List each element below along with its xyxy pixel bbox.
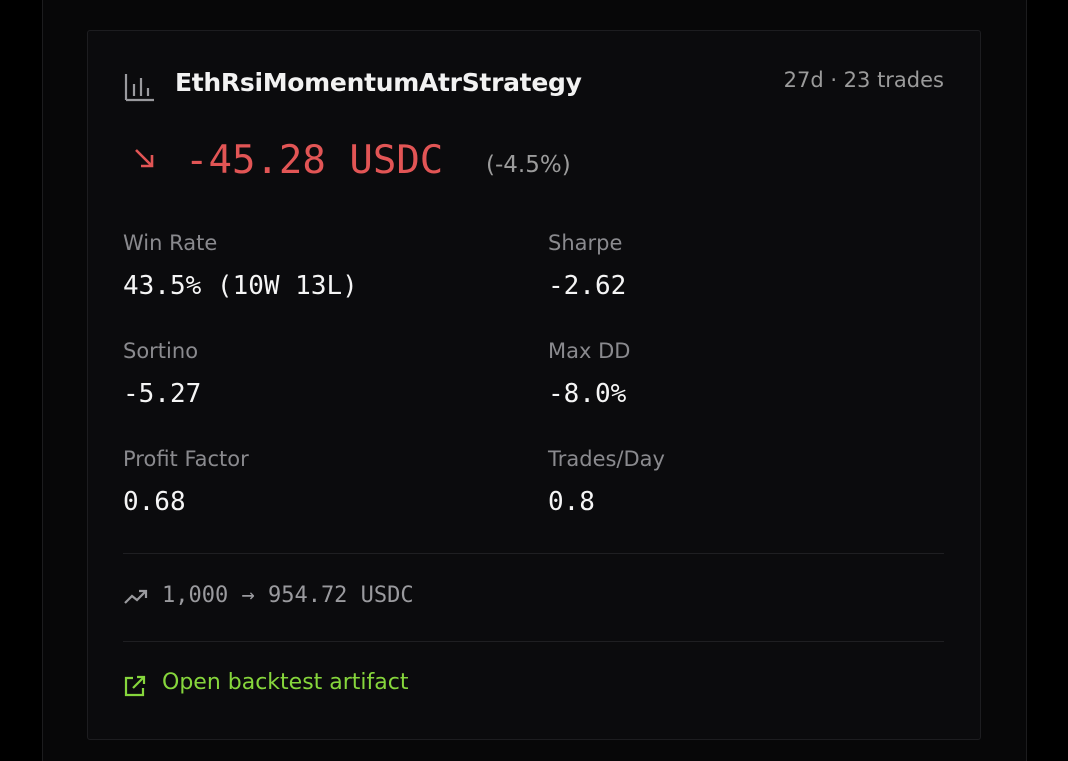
metric-label: Win Rate [123, 231, 218, 255]
metric-value: -2.62 [548, 271, 627, 301]
pnl-percent: (-4.5%) [486, 152, 571, 178]
metric-value: 43.5% (10W 13L) [123, 271, 358, 301]
metric-value: 0.68 [123, 487, 186, 517]
capital-change: 1,000 → 954.72 USDC [162, 583, 414, 608]
metric-label: Max DD [548, 339, 631, 363]
metric-value: -8.0% [548, 379, 627, 409]
metric-label: Sortino [123, 339, 199, 363]
chart-icon [124, 74, 154, 102]
artifact-link[interactable]: Open backtest artifact [162, 670, 409, 695]
divider [123, 553, 944, 554]
metric-value: -5.27 [123, 379, 202, 409]
metric-label: Profit Factor [123, 447, 249, 471]
metric-value: 0.8 [548, 487, 595, 517]
divider [123, 641, 944, 642]
strategy-meta: 27d · 23 trades [783, 68, 944, 92]
metric-label: Trades/Day [548, 447, 665, 471]
strategy-title: EthRsiMomentumAtrStrategy [175, 68, 582, 97]
external-link-icon[interactable] [123, 674, 147, 698]
trend-icon [124, 589, 148, 604]
metric-label: Sharpe [548, 231, 623, 255]
strategy-card [87, 30, 981, 740]
down-arrow-icon [135, 149, 154, 168]
pnl-value: -45.28 USDC [185, 138, 444, 183]
